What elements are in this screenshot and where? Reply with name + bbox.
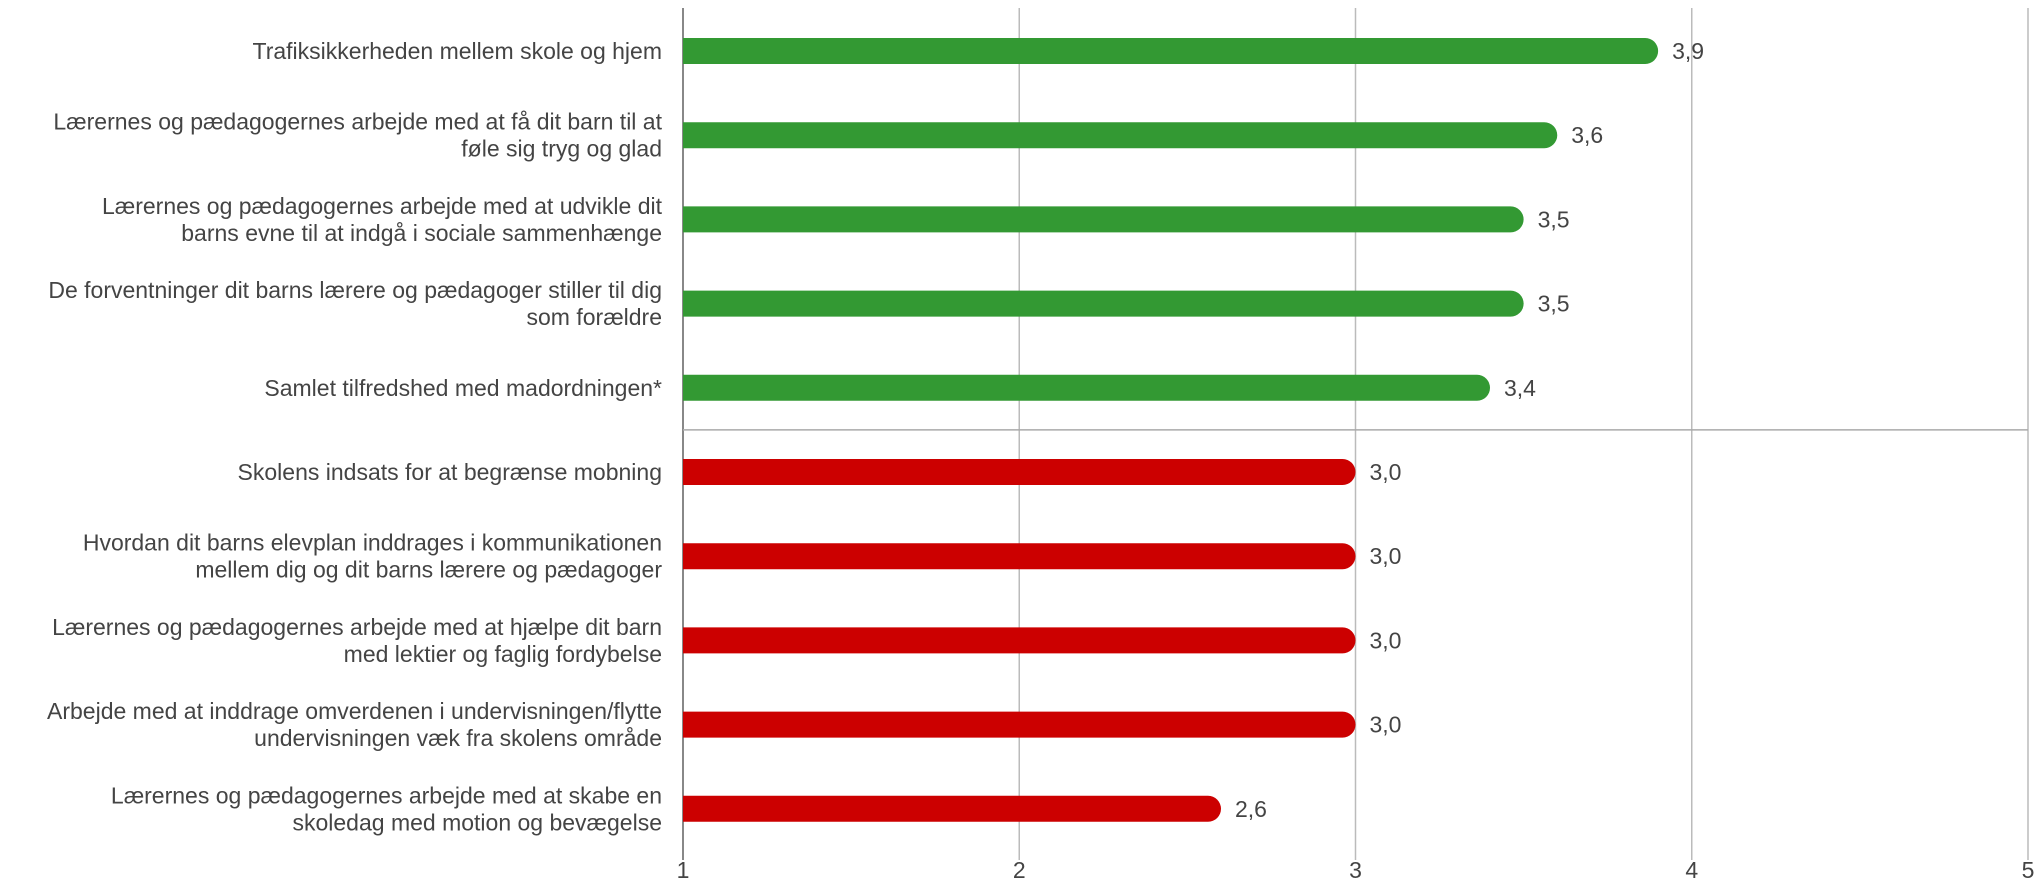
bar (683, 795, 1221, 822)
data-label: 3,5 (1538, 206, 1570, 232)
category-label: Lærernes og pædagogernes arbejde med at … (53, 109, 662, 135)
category-label: som forældre (527, 304, 662, 330)
category-label: Lærernes og pædagogernes arbejde med at … (102, 193, 663, 219)
category-label: Arbejde med at inddrage omverdenen i und… (47, 698, 662, 724)
bar (683, 711, 1356, 738)
category-label: undervisningen væk fra skolens område (254, 725, 662, 751)
bar (683, 374, 1490, 401)
bar (683, 206, 1524, 233)
category-label: Skolens indsats for at begrænse mobning (238, 459, 662, 485)
category-label: Hvordan dit barns elevplan inddrages i k… (83, 530, 662, 556)
bar (683, 38, 1659, 64)
data-label: 3,6 (1571, 122, 1603, 148)
category-label: med lektier og faglig fordybelse (344, 641, 662, 667)
bar (683, 627, 1356, 654)
x-tick-label: 4 (1685, 857, 1698, 883)
data-label: 3,9 (1672, 38, 1704, 64)
x-tick-label: 2 (1013, 857, 1026, 883)
category-label: Samlet tilfredshed med madordningen* (264, 375, 662, 401)
bar (683, 543, 1356, 570)
category-label: mellem dig og dit barns lærere og pædago… (195, 557, 662, 583)
category-label: Trafiksikkerheden mellem skole og hjem (253, 38, 662, 64)
category-label: Lærernes og pædagogernes arbejde med at … (52, 614, 662, 640)
data-label: 3,0 (1370, 459, 1402, 485)
x-tick-label: 3 (1349, 857, 1362, 883)
bar (683, 459, 1356, 485)
bar (683, 290, 1524, 317)
data-label: 3,0 (1370, 627, 1402, 653)
data-label: 3,0 (1370, 712, 1402, 738)
data-label: 2,6 (1235, 796, 1267, 822)
category-label: barns evne til at indgå i sociale sammen… (181, 220, 662, 246)
x-tick-label: 5 (2022, 857, 2035, 883)
bar (683, 122, 1558, 149)
category-label: skoledag med motion og bevægelse (292, 809, 662, 835)
data-label: 3,0 (1370, 543, 1402, 569)
data-label: 3,5 (1538, 291, 1570, 317)
category-label: føle sig tryg og glad (461, 136, 662, 162)
category-label: Lærernes og pædagogernes arbejde med at … (111, 782, 662, 808)
data-label: 3,4 (1504, 375, 1536, 401)
category-label: De forventninger dit barns lærere og pæd… (48, 277, 662, 303)
x-tick-label: 1 (677, 857, 690, 883)
